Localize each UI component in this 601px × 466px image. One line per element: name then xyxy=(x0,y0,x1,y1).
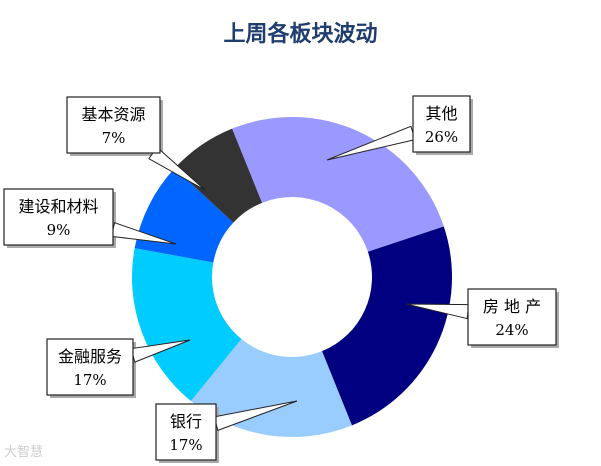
callout-percent-label: 26% xyxy=(425,128,458,146)
callout-box xyxy=(467,288,557,346)
callout-category-label: 房 地 产 xyxy=(483,297,541,316)
callout-category-label: 建设和材料 xyxy=(18,197,98,216)
callout-box xyxy=(412,95,471,153)
slice-3 xyxy=(132,248,242,401)
callout-box xyxy=(46,338,134,396)
chart-title: 上周各板块波动 xyxy=(223,21,378,47)
slice-0 xyxy=(232,117,444,252)
callout-box xyxy=(66,96,161,154)
callout-category-label: 银行 xyxy=(170,412,202,431)
callout-box xyxy=(3,188,114,246)
callout-5: 基本资源 7% xyxy=(66,96,206,191)
callout-category-label: 金融服务 xyxy=(58,347,122,366)
callout-percent-label: 17% xyxy=(169,436,202,454)
callout-1: 房 地 产 24% xyxy=(405,288,559,348)
watermark: 大智慧 xyxy=(4,445,44,460)
callout-percent-label: 24% xyxy=(495,321,528,339)
slice-5 xyxy=(174,128,263,223)
callout-percent-label: 9% xyxy=(47,221,71,239)
slice-1 xyxy=(321,226,452,426)
callout-category-label: 基本资源 xyxy=(81,105,145,124)
callout-percent-label: 7% xyxy=(102,129,126,147)
callout-0: 其他 26% xyxy=(326,95,473,161)
callout-percent-label: 17% xyxy=(73,371,106,389)
callout-4: 建设和材料 9% xyxy=(3,188,177,248)
callout-2: 银行 17% xyxy=(155,400,298,463)
callout-box xyxy=(155,403,217,461)
callout-category-label: 其他 xyxy=(425,104,457,123)
callout-3: 金融服务 17% xyxy=(46,338,191,398)
slice-2 xyxy=(190,338,352,437)
